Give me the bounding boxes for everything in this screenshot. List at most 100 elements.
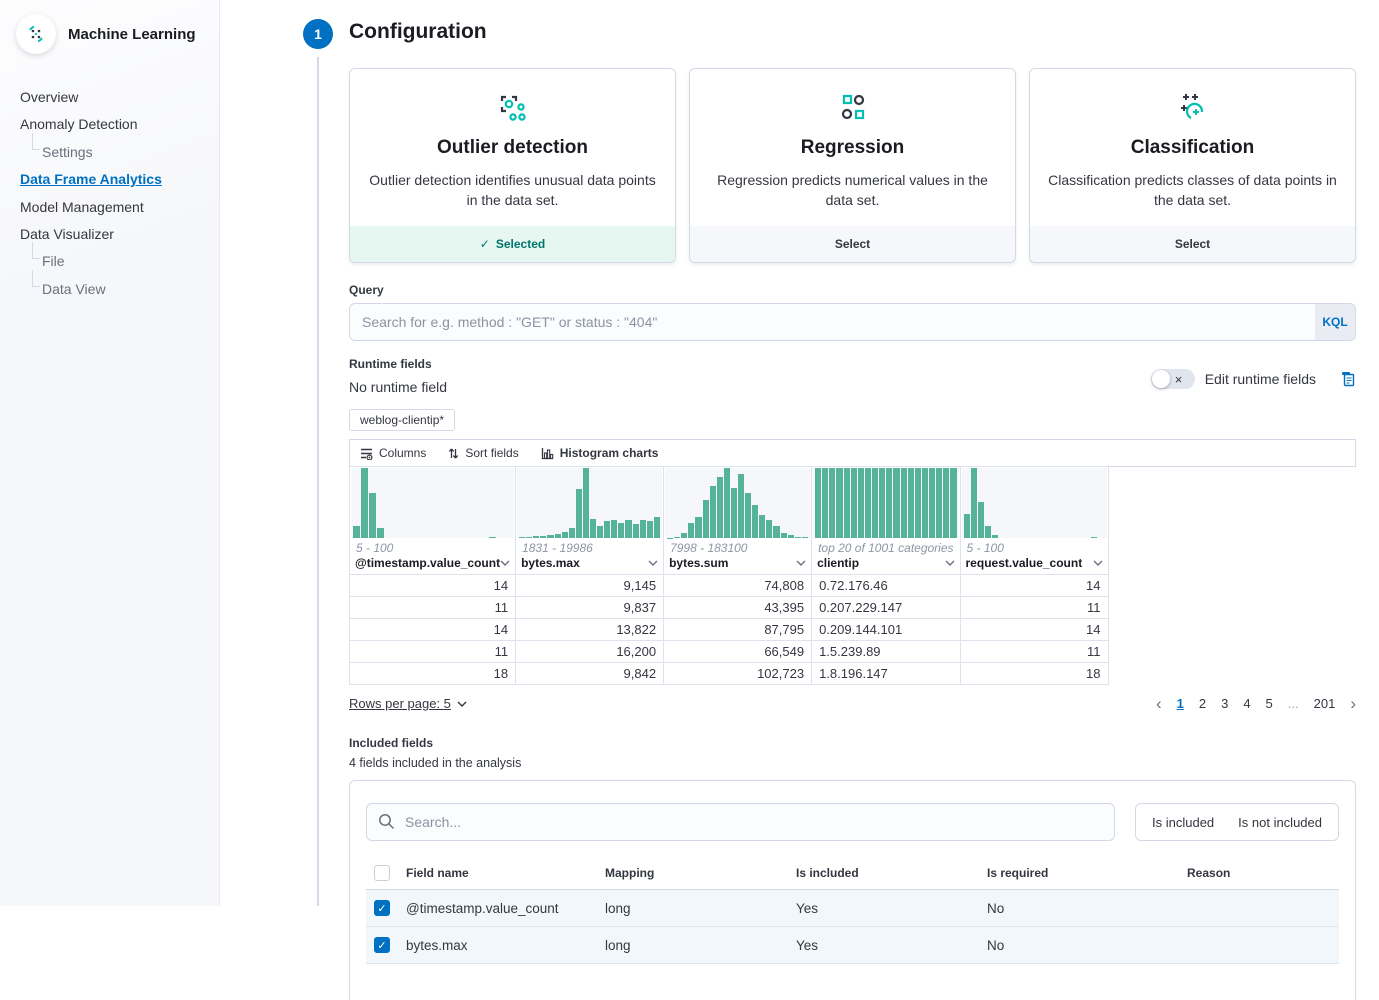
sidebar-item-overview[interactable]: Overview [20, 89, 79, 105]
grid-cell[interactable]: 9,842 [515, 662, 665, 686]
previous-page-button[interactable]: ‹ [1155, 694, 1162, 714]
query-language-badge[interactable]: KQL [1315, 304, 1355, 341]
field-name-header[interactable]: Field name [398, 857, 597, 891]
chevron-down-icon[interactable] [648, 560, 658, 567]
page-number-2[interactable]: 2 [1198, 696, 1207, 712]
toggle-off-icon: × [1174, 371, 1183, 387]
histogram-range-label: top 20 of 1001 categories [818, 541, 954, 556]
page-number-5[interactable]: 5 [1265, 696, 1273, 712]
sidebar-item-settings[interactable]: Settings [30, 132, 203, 166]
chevron-down-icon[interactable] [796, 560, 806, 567]
sidebar-item-anomaly-detection[interactable]: Anomaly Detection [20, 116, 138, 133]
hist-bar [582, 468, 590, 539]
grid-cell[interactable]: 0.207.229.147 [811, 596, 961, 620]
sidebar-item-file[interactable]: File [30, 242, 203, 275]
grid-cell[interactable]: 102,723 [663, 662, 813, 686]
grid-cell[interactable]: 0.72.176.46 [811, 574, 961, 598]
grid-cell[interactable]: 11 [348, 640, 517, 664]
sidebar-item-model-management[interactable]: Model Management [20, 198, 144, 215]
hist-bar [929, 468, 936, 539]
histogram-charts-button[interactable]: Histogram charts [541, 446, 658, 460]
grid-cell[interactable]: 66,549 [663, 640, 813, 664]
column-header-bytes-max[interactable]: 1831 - 19986 bytes.max [515, 466, 665, 576]
grid-cell[interactable]: 0.209.144.101 [811, 618, 961, 642]
field-name: bytes.max [398, 926, 597, 965]
page-numbers: ‹ 1 2 3 4 5... 201 › [1156, 695, 1356, 712]
next-page-button[interactable]: › [1350, 694, 1356, 714]
hist-bar [369, 492, 376, 539]
hist-bar [646, 521, 653, 539]
hist-bar [526, 536, 533, 539]
is-not-included-filter-button[interactable]: Is not included [1238, 814, 1322, 830]
regression-card[interactable]: Regression Regression predicts numerical… [689, 68, 1016, 264]
chevron-down-icon[interactable] [1093, 560, 1103, 567]
index-pattern-chip[interactable]: weblog-clientip* [349, 409, 456, 432]
main-content: 1 Configuration [220, 0, 1379, 1000]
grid-cell[interactable]: 18 [959, 662, 1109, 686]
column-header-clientip[interactable]: top 20 of 1001 categories clientip [811, 466, 961, 576]
column-header-request-value-count[interactable]: 5 - 100 request.value_count [959, 466, 1109, 576]
grid-cell[interactable]: 43,395 [663, 596, 813, 620]
sidebar-item-data-view[interactable]: Data View [30, 269, 203, 303]
hist-bar [963, 513, 970, 539]
grid-cell[interactable]: 1.5.239.89 [811, 640, 961, 664]
classification-select-button[interactable]: Select [1030, 226, 1355, 263]
grid-cell[interactable]: 87,795 [663, 618, 813, 642]
classification-card[interactable]: Classification Classification predicts c… [1029, 68, 1356, 264]
hist-bar [674, 536, 681, 539]
page-number-201[interactable]: 201 [1313, 696, 1336, 712]
hist-bar [702, 499, 709, 539]
outlier-detection-selected-button[interactable]: ✓ Selected [350, 226, 675, 263]
sidebar-item-data-frame-analytics[interactable]: Data Frame Analytics [20, 171, 162, 188]
page-number-1[interactable]: 1 [1176, 696, 1184, 712]
grid-cell[interactable]: 11 [959, 640, 1109, 664]
column-name: request.value_count [965, 556, 1083, 571]
reason-header[interactable]: Reason [1179, 857, 1339, 891]
fields-search-input[interactable] [366, 803, 1115, 842]
column-header-timestamp-value-count[interactable]: 5 - 100 @timestamp.value_count [348, 466, 517, 576]
grid-cell[interactable]: 9,837 [515, 596, 665, 620]
copy-to-clipboard-icon[interactable] [1340, 371, 1356, 387]
row-checkbox[interactable]: ✓ [374, 900, 390, 917]
grid-cell[interactable]: 14 [959, 618, 1109, 642]
hist-bar [611, 520, 618, 539]
grid-cell[interactable]: 16,200 [515, 640, 665, 664]
columns-button[interactable]: Columns [360, 446, 426, 460]
is-included-header[interactable]: Is included [788, 857, 979, 891]
grid-cell[interactable]: 14 [348, 574, 517, 598]
outlier-detection-card-body: Outlier detection Outlier detection iden… [350, 69, 675, 226]
edit-runtime-fields-toggle[interactable]: × [1150, 369, 1195, 390]
grid-row: 18 9,842 102,723 1.8.196.147 18 [348, 662, 1109, 686]
hist-bar [653, 517, 660, 539]
regression-select-button[interactable]: Select [690, 226, 1015, 263]
grid-cell[interactable]: 11 [348, 596, 517, 620]
column-header-bytes-sum[interactable]: 7998 - 183100 bytes.sum [663, 466, 813, 576]
grid-cell[interactable]: 14 [348, 618, 517, 642]
rows-per-page-button[interactable]: Rows per page: 5 [349, 696, 467, 711]
query-input[interactable] [349, 303, 1356, 342]
hist-bar [907, 468, 914, 539]
select-all-checkbox[interactable] [374, 865, 390, 882]
chevron-down-icon[interactable] [945, 560, 955, 567]
page-number-4[interactable]: 4 [1243, 696, 1251, 712]
field-row: ✓ @timestamp.value_count long Yes No [366, 889, 1339, 928]
sort-fields-button[interactable]: Sort fields [448, 446, 519, 460]
regression-description: Regression predicts numerical values in … [717, 172, 988, 208]
grid-cell[interactable]: 1.8.196.147 [811, 662, 961, 686]
chevron-down-icon[interactable] [500, 560, 510, 567]
mapping-header[interactable]: Mapping [597, 857, 788, 891]
page-number-3[interactable]: 3 [1221, 696, 1229, 712]
is-required: No [979, 889, 1179, 928]
outlier-detection-card[interactable]: Outlier detection Outlier detection iden… [349, 68, 676, 264]
grid-cell[interactable]: 9,145 [515, 574, 665, 598]
sidebar-item-data-visualizer[interactable]: Data Visualizer [20, 225, 114, 242]
included-fields-controls: Is included Is not included [366, 803, 1339, 842]
row-checkbox[interactable]: ✓ [374, 937, 390, 954]
grid-cell[interactable]: 18 [348, 662, 517, 686]
is-required-header[interactable]: Is required [979, 857, 1179, 891]
grid-cell[interactable]: 14 [959, 574, 1109, 598]
is-included-filter-button[interactable]: Is included [1152, 814, 1215, 830]
grid-cell[interactable]: 13,822 [515, 618, 665, 642]
grid-cell[interactable]: 74,808 [663, 574, 813, 598]
grid-cell[interactable]: 11 [959, 596, 1109, 620]
